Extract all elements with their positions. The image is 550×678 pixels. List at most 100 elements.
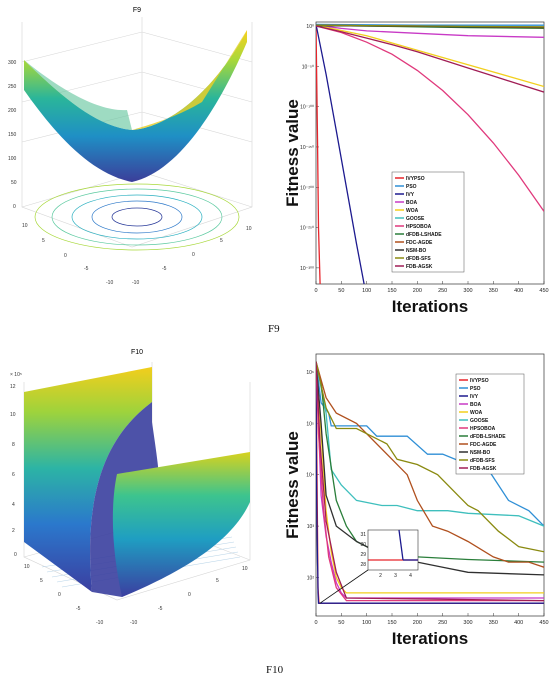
surface-plot-f10: F10 × 10⁵ 12 10 8 6 4 2 0 10 xyxy=(2,342,272,642)
legend-label: BOA xyxy=(406,200,418,206)
svg-text:10: 10 xyxy=(22,223,28,229)
legend-label: IVYPSO xyxy=(470,378,489,384)
svg-text:-10: -10 xyxy=(130,620,137,626)
inset-box xyxy=(367,529,419,571)
x-tick-label: 450 xyxy=(539,288,548,294)
legend-label: IVY xyxy=(406,192,415,198)
svg-text:250: 250 xyxy=(8,84,17,90)
legend-label: GOOSE xyxy=(470,418,489,424)
series-line-hpsoboa xyxy=(316,361,544,602)
x-tick-label: 0 xyxy=(314,620,317,626)
legend-label: dFDB-LSHADE xyxy=(406,232,442,238)
convergence-chart-f10: 0 50 100 150 200 250 300 350 400 450 10⁶ 10⁵ 10⁴ 10³ 1… xyxy=(272,340,550,662)
svg-text:4: 4 xyxy=(12,502,15,508)
x-axis-label: Iterations xyxy=(392,297,469,316)
x-tick-label: 100 xyxy=(362,620,371,626)
series-line-fdb-agsk xyxy=(316,361,544,602)
x-tick-label: 350 xyxy=(489,288,498,294)
legend-label: FDC-AGDE xyxy=(406,240,433,246)
inset-y-tick: 31 xyxy=(360,532,366,538)
svg-text:10: 10 xyxy=(242,566,248,572)
inset-x-tick: 2 xyxy=(379,573,382,579)
surface-plot-f9: F9 300 250 200 150 100 50 xyxy=(2,2,272,298)
series-line-fdb-agsk xyxy=(316,25,544,93)
x-tick-label: 400 xyxy=(514,288,523,294)
y-tick-label: 10⁻²⁰⁰ xyxy=(300,185,314,191)
x-axis-label: Iterations xyxy=(392,629,469,648)
legend-label: HPSOBOA xyxy=(470,426,496,432)
surface-right-wall xyxy=(112,452,250,597)
x-tick-label: 50 xyxy=(338,288,344,294)
x-tick-label: 450 xyxy=(539,620,548,626)
series-line-hpsoboa xyxy=(316,25,544,212)
caption-f10: F10 xyxy=(266,664,284,676)
x-tick-label: 0 xyxy=(314,288,317,294)
x-tick-label: 50 xyxy=(338,620,344,626)
svg-text:200: 200 xyxy=(8,108,17,114)
surface-title: F9 xyxy=(133,7,141,14)
inset-x-tick: 3 xyxy=(394,573,397,579)
x-tick-label: 150 xyxy=(387,288,396,294)
legend-label: FDB-AGSK xyxy=(406,264,433,270)
series-line-woa xyxy=(316,361,544,594)
series-line-woa xyxy=(316,24,544,88)
series-line-dfdb-sfs xyxy=(316,24,544,28)
svg-text:100: 100 xyxy=(8,156,17,162)
svg-text:0: 0 xyxy=(13,204,16,210)
svg-text:0: 0 xyxy=(188,592,191,598)
y-tick-label: 10⁴ xyxy=(306,473,314,479)
svg-text:12: 12 xyxy=(10,384,16,390)
x-tick-label: 400 xyxy=(514,620,523,626)
y-ticks: -10 -5 0 5 10 xyxy=(132,226,252,286)
legend-label: FDC-AGDE xyxy=(470,442,497,448)
x-tick-label: 200 xyxy=(413,288,422,294)
convergence-f9-svg: 0 50 100 150 200 250 300 350 400 450 10⁰ 10⁻⁵⁰ 10⁻¹⁰… xyxy=(283,21,549,316)
svg-text:6: 6 xyxy=(12,472,15,478)
svg-text:-5: -5 xyxy=(76,606,81,612)
svg-text:5: 5 xyxy=(42,238,45,244)
svg-text:-5: -5 xyxy=(84,266,89,272)
series-line-fdc-agde xyxy=(316,361,544,568)
svg-text:10: 10 xyxy=(10,412,16,418)
y-tick-label: 10⁻²⁵⁰ xyxy=(300,226,314,232)
y-axis-label: Fitness value xyxy=(283,431,302,539)
y-tick-label: 10⁻⁵⁰ xyxy=(302,64,314,70)
legend-label: WOA xyxy=(470,410,483,416)
legend-label: dFDB-SFS xyxy=(470,458,495,464)
svg-text:10: 10 xyxy=(246,226,252,232)
inset-y-tick: 28 xyxy=(360,562,366,568)
surface-mesh xyxy=(24,30,247,182)
series-line-ivy xyxy=(316,366,544,604)
svg-text:0: 0 xyxy=(64,253,67,259)
svg-text:10: 10 xyxy=(24,564,30,570)
y-tick-label: 10⁻¹⁰⁰ xyxy=(300,105,314,111)
legend-label: BOA xyxy=(470,402,482,408)
x-tick-label: 250 xyxy=(438,620,447,626)
series-line-pso xyxy=(316,23,544,26)
series-line-ivypso xyxy=(316,24,321,284)
y-tick-label: 10⁰ xyxy=(306,24,314,30)
legend-label: FDB-AGSK xyxy=(470,466,497,472)
legend-box xyxy=(455,373,525,475)
x-ticks: 10 5 0 -5 -10 xyxy=(22,223,113,286)
surface-f9-svg: F9 300 250 200 150 100 50 xyxy=(8,7,253,286)
inset-y-tick: 30 xyxy=(360,542,366,548)
svg-text:-10: -10 xyxy=(132,280,139,286)
y-tick-label: 10⁵ xyxy=(306,421,314,427)
svg-text:0: 0 xyxy=(58,592,61,598)
convergence-f10-svg: 0 50 100 150 200 250 300 350 400 450 10⁶ 10⁵ 10⁴ 10³ 1… xyxy=(283,353,549,648)
inset-y-tick: 29 xyxy=(360,552,366,558)
y-tick-label: 10⁻³⁰⁰ xyxy=(300,266,314,272)
inset-ivy-line xyxy=(398,529,404,561)
x-tick-label: 250 xyxy=(438,288,447,294)
svg-text:5: 5 xyxy=(40,578,43,584)
y-tick-label: 10⁶ xyxy=(306,370,314,376)
svg-text:-5: -5 xyxy=(162,266,167,272)
legend-label: GOOSE xyxy=(406,216,425,222)
y-tick-label: 10² xyxy=(307,575,315,581)
x-tick-label: 200 xyxy=(413,620,422,626)
y-ticks: -10 -5 0 5 10 xyxy=(130,566,248,626)
inset-x-tick: 4 xyxy=(409,573,412,579)
caption-f9: F9 xyxy=(268,323,280,335)
y-tick-label: 10³ xyxy=(307,524,315,530)
